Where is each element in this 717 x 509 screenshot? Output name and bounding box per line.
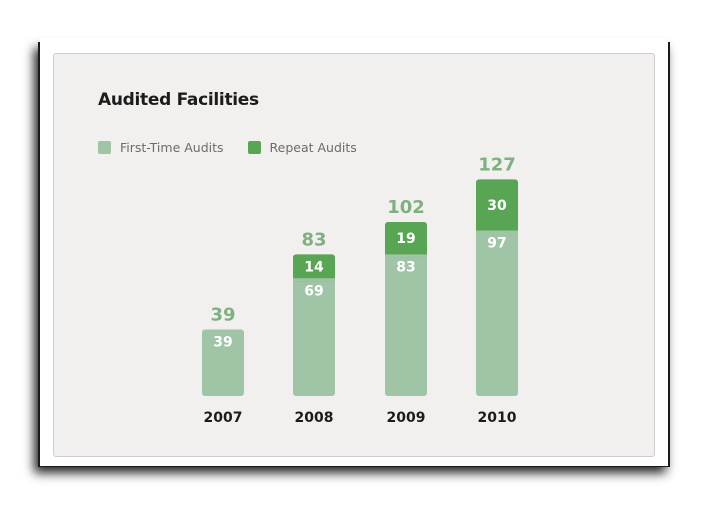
data-label-total-2007: 39	[210, 304, 235, 325]
bar-seam-2008	[293, 278, 335, 282]
x-tick-label-2007: 2007	[204, 410, 243, 426]
bar-seam-2009	[385, 254, 427, 258]
legend-swatch-repeat	[247, 141, 261, 154]
data-label-first-time-2010: 97	[487, 236, 506, 252]
bar-first-time-2010	[476, 230, 518, 396]
legend-label-first-time: First-Time Audits	[120, 140, 224, 155]
data-label-total-2008: 83	[301, 229, 326, 250]
data-label-repeat-2009: 19	[396, 231, 415, 247]
chart-legend: First-Time Audits Repeat Audits	[98, 140, 381, 155]
data-label-first-time-2008: 69	[304, 283, 323, 299]
chart-panel: Audited Facilities First-Time Audits Rep…	[53, 53, 655, 457]
bar-first-time-2009	[385, 254, 427, 396]
legend-item-first-time: First-Time Audits	[98, 140, 224, 155]
chart-card: Audited Facilities First-Time Audits Rep…	[40, 38, 668, 466]
bar-repeat-2009	[385, 221, 427, 258]
bar-seam-2010	[476, 230, 518, 234]
data-label-first-time-2007: 39	[213, 334, 232, 350]
bar-first-time-2007	[202, 329, 244, 396]
legend-item-repeat: Repeat Audits	[247, 140, 357, 155]
data-label-first-time-2009: 83	[396, 259, 415, 275]
bar-repeat-2010	[476, 179, 518, 234]
legend-label-repeat: Repeat Audits	[269, 140, 357, 155]
x-tick-label-2009: 2009	[387, 410, 426, 426]
data-label-repeat-2008: 14	[304, 259, 324, 275]
chart-plot: 39 39 2007 14 69 83 2008 19 83 102 2009 30 97 127 2010	[202, 154, 518, 426]
x-tick-label-2010: 2010	[478, 410, 517, 426]
data-label-total-2010: 127	[478, 154, 516, 175]
data-label-total-2009: 102	[387, 197, 425, 218]
chart-title: Audited Facilities	[98, 90, 259, 110]
data-label-repeat-2010: 30	[487, 198, 507, 214]
bar-first-time-2008	[293, 278, 335, 396]
legend-swatch-first-time	[98, 141, 111, 154]
x-tick-label-2008: 2008	[295, 410, 334, 426]
bar-repeat-2008	[293, 254, 335, 282]
